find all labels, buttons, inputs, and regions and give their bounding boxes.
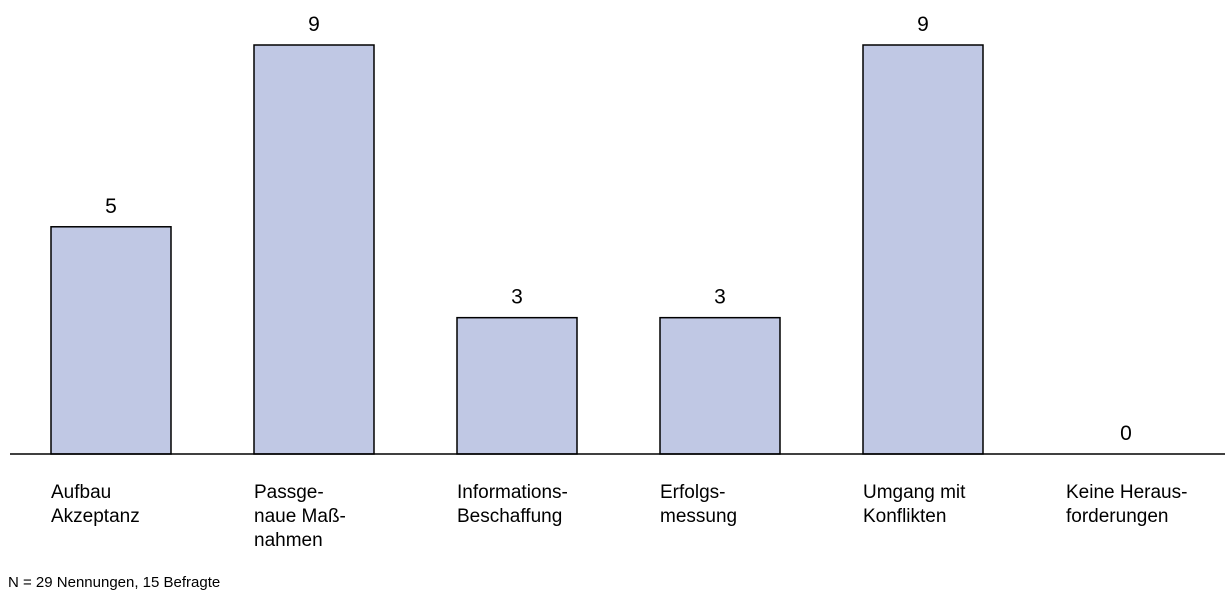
category-label-line: Informations- [457, 482, 568, 503]
category-label-4: Erfolgs-messung [660, 482, 737, 527]
category-labels-group: Aufbau Akzeptanz Passge-naue Maß-nahmen Inf… [51, 482, 1187, 551]
category-label-1: Aufbau Akzeptanz [51, 482, 140, 527]
value-label-4: 3 [714, 286, 726, 309]
bars-group [50, 44, 984, 455]
category-label-line: Aufbau [51, 482, 111, 503]
category-label-line: messung [660, 506, 737, 527]
bar-2 [253, 44, 375, 455]
value-label-5: 9 [917, 13, 929, 36]
category-label-3: Informations- Beschaffung [457, 482, 568, 527]
value-label-2: 9 [308, 13, 320, 36]
category-label-line: Beschaffung [457, 506, 562, 527]
category-label-line: Keine Heraus- [1066, 482, 1187, 503]
value-labels-group: 5 9 3 3 9 0 [105, 13, 1132, 445]
bar-4 [659, 316, 781, 455]
sample-size-note: N = 29 Nennungen, 15 Befragte [8, 574, 221, 591]
bar-3 [456, 316, 578, 455]
value-label-6: 0 [1120, 422, 1132, 445]
category-label-line: forderungen [1066, 506, 1168, 527]
category-label-line: Konflikten [863, 506, 946, 527]
category-label-line: Umgang mit [863, 482, 966, 503]
value-label-3: 3 [511, 286, 523, 309]
category-label-line: Erfolgs- [660, 482, 725, 503]
category-label-line: Passge- [254, 482, 324, 503]
bar-1 [50, 226, 172, 455]
bar-5 [862, 44, 984, 455]
category-label-6: Keine Heraus-forderungen [1066, 482, 1187, 527]
value-label-1: 5 [105, 195, 117, 218]
category-label-line: nahmen [254, 530, 323, 551]
category-label-line: Akzeptanz [51, 506, 140, 527]
category-label-5: Umgang mit Konflikten [863, 482, 966, 527]
category-label-2: Passge-naue Maß-nahmen [254, 482, 346, 551]
category-label-line: naue Maß- [254, 506, 346, 527]
